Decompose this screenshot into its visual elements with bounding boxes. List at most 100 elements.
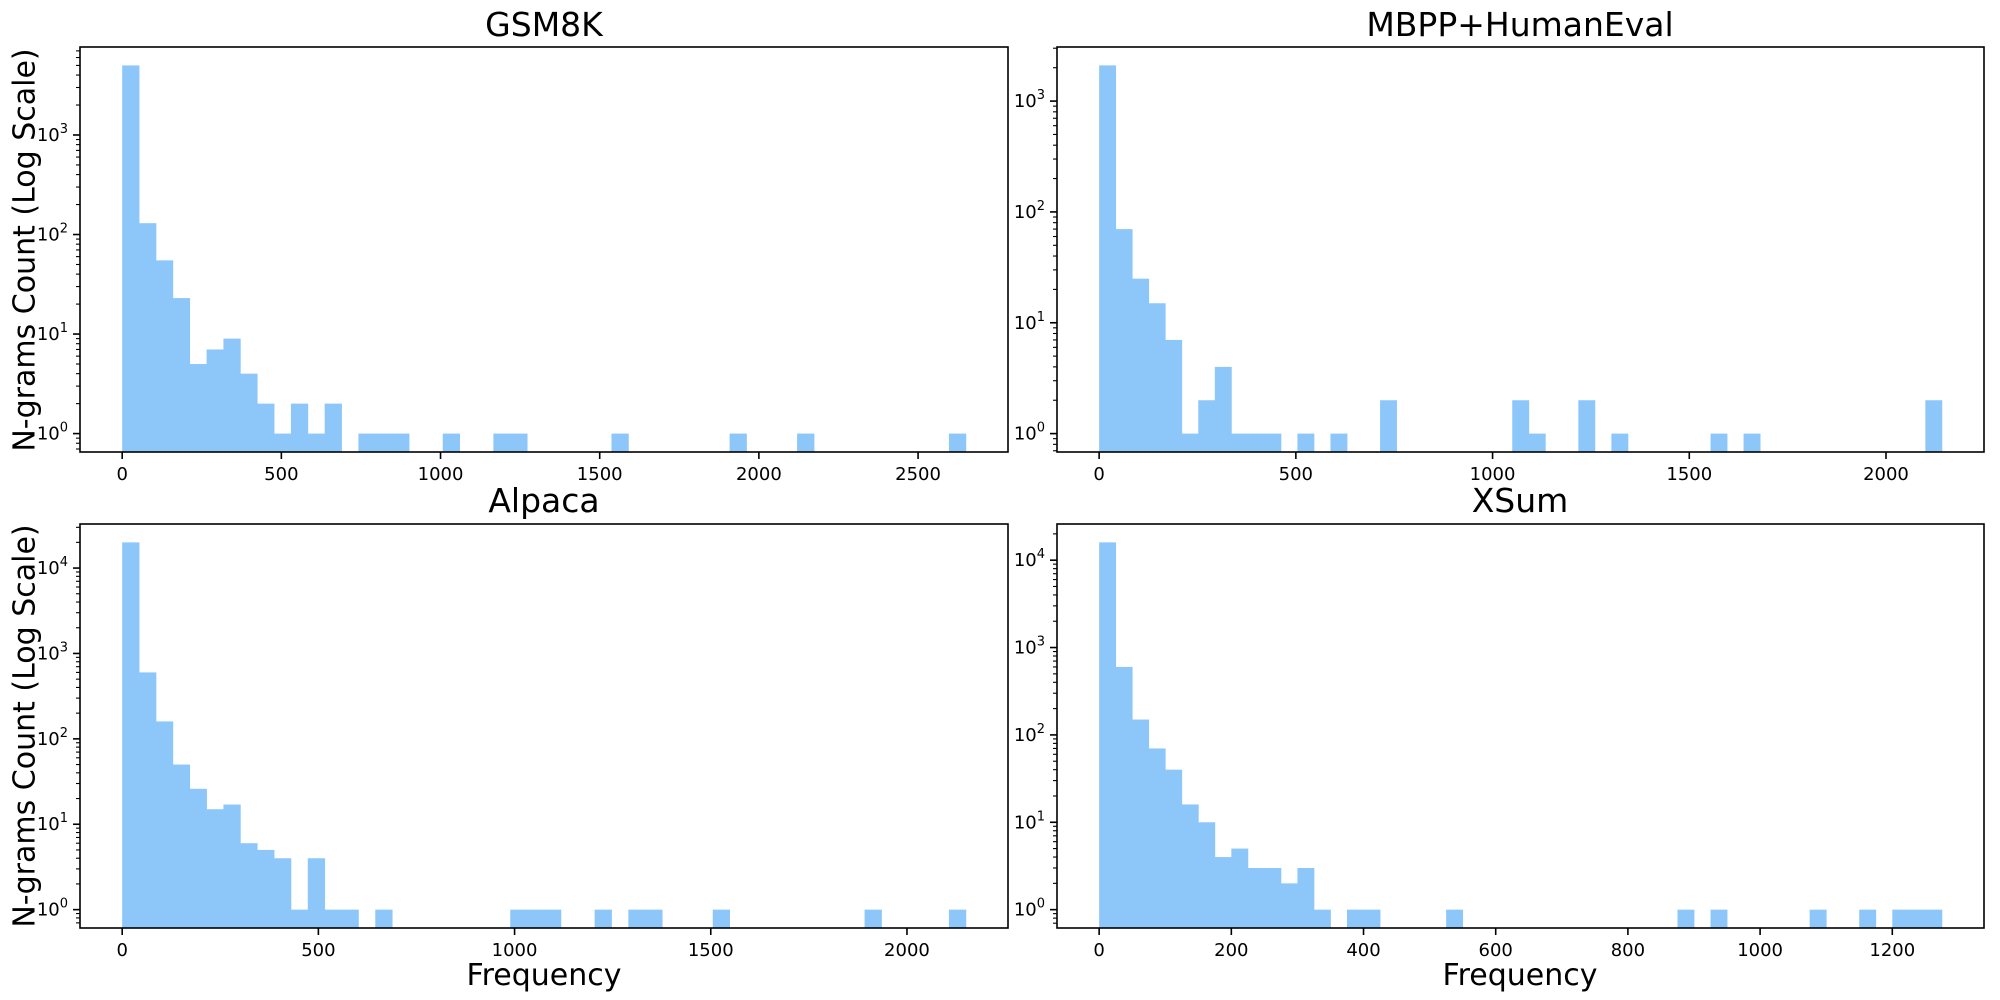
histogram-bar xyxy=(1611,433,1629,452)
histogram-bar xyxy=(1132,719,1150,928)
histogram-bar xyxy=(290,403,309,452)
histogram-bar xyxy=(1297,433,1315,452)
histogram-bar xyxy=(1247,433,1265,452)
histogram-bar xyxy=(1214,366,1232,452)
histogram-bar xyxy=(1446,909,1464,928)
histogram-bar xyxy=(1809,909,1827,928)
x-tick-label: 0 xyxy=(1093,940,1104,961)
histogram-bar xyxy=(206,809,224,928)
y-tick-label: 101 xyxy=(37,321,68,345)
histogram-bar xyxy=(1181,433,1199,452)
histogram-bar xyxy=(1231,433,1249,452)
subplot-title-gsm8k: GSM8K xyxy=(485,5,603,44)
histogram-bar xyxy=(1247,867,1265,928)
x-tick-label: 0 xyxy=(116,464,127,485)
x-tick-label: 1000 xyxy=(1737,940,1783,961)
histogram-bar xyxy=(1165,339,1183,452)
histogram-bar xyxy=(172,298,191,452)
x-tick-label: 0 xyxy=(116,940,127,961)
x-tick-label: 1000 xyxy=(418,464,464,485)
histogram-bar xyxy=(240,373,258,452)
histogram-bar xyxy=(1198,822,1216,928)
x-tick-label: 0 xyxy=(1093,464,1104,485)
y-tick-label: 100 xyxy=(1014,421,1045,445)
histogram-bar xyxy=(139,672,157,928)
x-axis-label-xsum: Frequency xyxy=(1442,958,1598,993)
x-tick-label: 1000 xyxy=(1470,464,1516,485)
y-tick-label: 103 xyxy=(37,122,68,146)
histogram-bar xyxy=(155,260,174,452)
x-tick-label: 2000 xyxy=(884,940,930,961)
histogram-bar xyxy=(1330,433,1348,452)
histogram-bar xyxy=(155,721,174,928)
histogram-bar xyxy=(1710,433,1728,452)
histogram-bar xyxy=(948,909,967,928)
histogram-bar xyxy=(1859,909,1877,928)
x-tick-label: 400 xyxy=(1346,940,1380,961)
y-tick-label: 104 xyxy=(1014,547,1045,571)
histogram-bar xyxy=(1148,748,1166,928)
histogram-bar xyxy=(1710,909,1728,928)
histogram-bar xyxy=(544,909,562,928)
histogram-bar xyxy=(729,433,747,452)
subplot-title-mbpp-humaneval: MBPP+HumanEval xyxy=(1366,5,1674,44)
histogram-bar xyxy=(1313,909,1331,928)
histogram-bar xyxy=(358,433,376,452)
histogram-bar xyxy=(274,433,292,452)
x-tick-label: 1500 xyxy=(1666,464,1712,485)
histogram-bar xyxy=(1099,542,1117,928)
histogram-bar xyxy=(864,909,882,928)
histogram-bar xyxy=(324,909,342,928)
histogram-bar xyxy=(172,764,191,928)
histogram-bar xyxy=(122,542,140,928)
y-axis-label-bottom-row: N-grams Count (Log Scale) xyxy=(7,524,43,928)
axes-frame xyxy=(1056,46,1985,453)
x-tick-label: 2000 xyxy=(736,464,782,485)
histogram-bar xyxy=(712,909,730,928)
x-tick-label: 1500 xyxy=(577,464,623,485)
histogram-bar xyxy=(122,65,140,453)
y-tick-label: 101 xyxy=(1014,809,1045,833)
histogram-bar xyxy=(392,433,410,452)
histogram-bar xyxy=(797,433,815,452)
histogram-bar xyxy=(240,843,258,928)
y-tick-label: 102 xyxy=(1014,199,1045,223)
x-tick-label: 2000 xyxy=(1863,464,1909,485)
histogram-bar xyxy=(1892,909,1910,928)
y-tick-label: 101 xyxy=(1014,310,1045,334)
histogram-bar xyxy=(1115,229,1133,452)
histogram-bar xyxy=(139,223,157,452)
histogram-bar xyxy=(1099,65,1117,453)
histogram-bar xyxy=(1347,909,1364,928)
histogram-bar xyxy=(594,909,612,928)
histogram-bar xyxy=(375,433,393,452)
axes-frame xyxy=(1056,523,1985,929)
histogram-bar xyxy=(189,788,207,928)
x-tick-label: 500 xyxy=(264,464,298,485)
histogram-bar xyxy=(1677,909,1695,928)
histogram-bar xyxy=(341,909,359,928)
histogram-bar xyxy=(1528,433,1546,452)
histogram-bar xyxy=(1264,433,1282,452)
histogram-bar xyxy=(1148,303,1166,452)
y-tick-label: 100 xyxy=(1014,897,1045,921)
histogram-bar xyxy=(206,349,224,452)
x-tick-label: 500 xyxy=(301,940,335,961)
histogram-bar xyxy=(375,909,393,928)
histogram-bar xyxy=(442,433,461,452)
x-tick-label: 500 xyxy=(1279,464,1313,485)
histogram-bar xyxy=(223,338,241,452)
histogram-bar xyxy=(1743,433,1761,452)
histogram-bar xyxy=(1165,769,1183,928)
histogram-bar xyxy=(1264,867,1282,928)
histogram-bar xyxy=(628,909,646,928)
histogram-bar xyxy=(611,433,629,452)
subplot-title-xsum: XSum xyxy=(1471,481,1569,520)
histogram-bar xyxy=(645,909,663,928)
y-tick-label: 103 xyxy=(1014,635,1045,659)
axes-frame xyxy=(79,523,1009,929)
x-tick-label: 2500 xyxy=(895,464,941,485)
y-tick-label: 102 xyxy=(1014,722,1045,746)
